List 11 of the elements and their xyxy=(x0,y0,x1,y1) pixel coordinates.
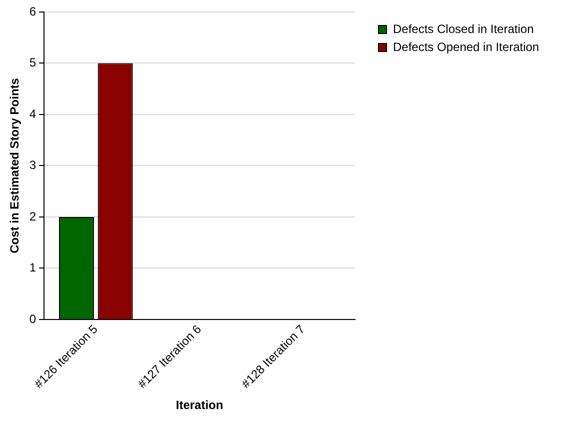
y-tick-label: 1 xyxy=(29,260,36,275)
y-axis-title: Cost in Estimated Story Points xyxy=(8,78,22,254)
legend-label: Defects Closed in Iteration xyxy=(393,22,534,36)
y-tick-label: 2 xyxy=(29,209,36,224)
y-tick-label: 0 xyxy=(29,312,36,326)
x-axis-title: Iteration xyxy=(176,398,224,412)
legend-label: Defects Opened in Iteration xyxy=(393,40,540,54)
y-tick-label: 3 xyxy=(29,158,36,172)
y-tick-label: 6 xyxy=(29,4,36,18)
y-tick-label: 4 xyxy=(29,106,36,121)
y-tick-label: 5 xyxy=(29,56,36,70)
